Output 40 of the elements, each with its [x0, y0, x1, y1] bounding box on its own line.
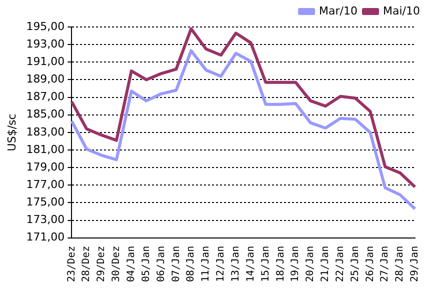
x-tick-label: 29/Jan	[410, 246, 421, 282]
x-tick-label: 21/Jan	[320, 246, 332, 282]
y-tick-label: 179,00	[26, 160, 65, 174]
x-tick-label: 12/Jan	[216, 246, 227, 282]
y-tick-label: 191,00	[26, 55, 65, 68]
legend-label: Mar/10	[319, 4, 358, 18]
x-tick-label: 27/Jan	[380, 246, 391, 282]
x-tick-label: 08/Jan	[186, 246, 197, 282]
y-tick-label: 177,00	[26, 178, 65, 192]
x-tick-label: 18/Jan	[275, 246, 286, 282]
y-tick-label: 193,00	[26, 37, 65, 50]
x-tick-label: 14/Jan	[245, 246, 256, 282]
x-tick-label: 20/Jan	[305, 246, 316, 282]
y-tick-label: 183,00	[26, 125, 65, 138]
x-tick-label: 06/Jan	[156, 246, 167, 282]
x-tick-label: 22/Jan	[334, 246, 346, 282]
x-tick-label: 05/Jan	[140, 246, 152, 282]
y-tick-label: 181,00	[26, 142, 65, 156]
x-tick-label: 23/Dez	[66, 246, 78, 282]
y-tick-label: 171,00	[26, 230, 65, 244]
y-tick-label: 175,00	[26, 196, 65, 209]
x-tick-label: 28/Dez	[81, 246, 92, 282]
y-tick-label: 195,00	[26, 20, 65, 33]
x-tick-label: 29/Dez	[96, 246, 108, 282]
y-tick-label: 173,00	[26, 213, 65, 226]
x-tick-label: 15/Jan	[260, 246, 272, 282]
x-tick-label: 07/Jan	[170, 246, 182, 282]
y-tick-label: 187,00	[26, 90, 65, 104]
y-tick-label: 185,00	[26, 108, 65, 121]
legend-label: Mai/10	[383, 4, 420, 18]
x-tick-label: 11/Jan	[200, 246, 212, 282]
y-tick-label: 189,00	[26, 72, 65, 86]
x-tick-label: 25/Jan	[350, 246, 361, 282]
x-tick-label: 04/Jan	[126, 246, 137, 282]
y-axis-title: US$/sc	[5, 114, 18, 152]
x-tick-label: 26/Jan	[364, 246, 376, 282]
x-tick-label: 19/Jan	[290, 246, 302, 282]
x-tick-label: 28/Jan	[394, 246, 406, 282]
x-tick-label: 13/Jan	[230, 246, 242, 282]
x-tick-label: 30/Dez	[111, 246, 122, 282]
